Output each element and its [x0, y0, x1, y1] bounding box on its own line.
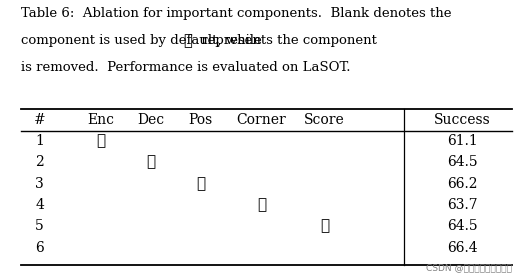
Text: 63.7: 63.7: [447, 198, 477, 212]
Text: 61.1: 61.1: [447, 134, 477, 148]
Text: is removed.  Performance is evaluated on LaSOT.: is removed. Performance is evaluated on …: [21, 61, 351, 75]
Text: ✗: ✗: [146, 156, 155, 170]
Text: Dec: Dec: [137, 113, 164, 127]
Text: 66.4: 66.4: [447, 241, 477, 255]
Text: ✗: ✗: [320, 219, 329, 233]
Text: ✗: ✗: [196, 177, 205, 191]
Text: #: #: [34, 113, 45, 127]
Text: CSDN @不会算法的数学小白: CSDN @不会算法的数学小白: [426, 263, 512, 272]
Text: ✗: ✗: [257, 198, 266, 212]
Text: Enc: Enc: [87, 113, 114, 127]
Text: 6: 6: [35, 241, 44, 255]
Text: Score: Score: [304, 113, 345, 127]
Text: 64.5: 64.5: [447, 219, 477, 233]
Text: component is used by default, while: component is used by default, while: [21, 34, 266, 47]
Text: ✗: ✗: [96, 134, 105, 148]
Text: Success: Success: [433, 113, 491, 127]
Text: 5: 5: [35, 219, 44, 233]
Text: Corner: Corner: [237, 113, 286, 127]
Text: 3: 3: [35, 177, 44, 191]
Text: Pos: Pos: [188, 113, 213, 127]
Text: represents the component: represents the component: [197, 34, 378, 47]
Text: 1: 1: [35, 134, 44, 148]
Text: 64.5: 64.5: [447, 156, 477, 170]
Text: 2: 2: [35, 156, 44, 170]
Text: Table 6:  Ablation for important components.  Blank denotes the: Table 6: Ablation for important componen…: [21, 7, 451, 20]
Text: ✗: ✗: [184, 34, 193, 48]
Text: 4: 4: [35, 198, 44, 212]
Text: 66.2: 66.2: [447, 177, 477, 191]
